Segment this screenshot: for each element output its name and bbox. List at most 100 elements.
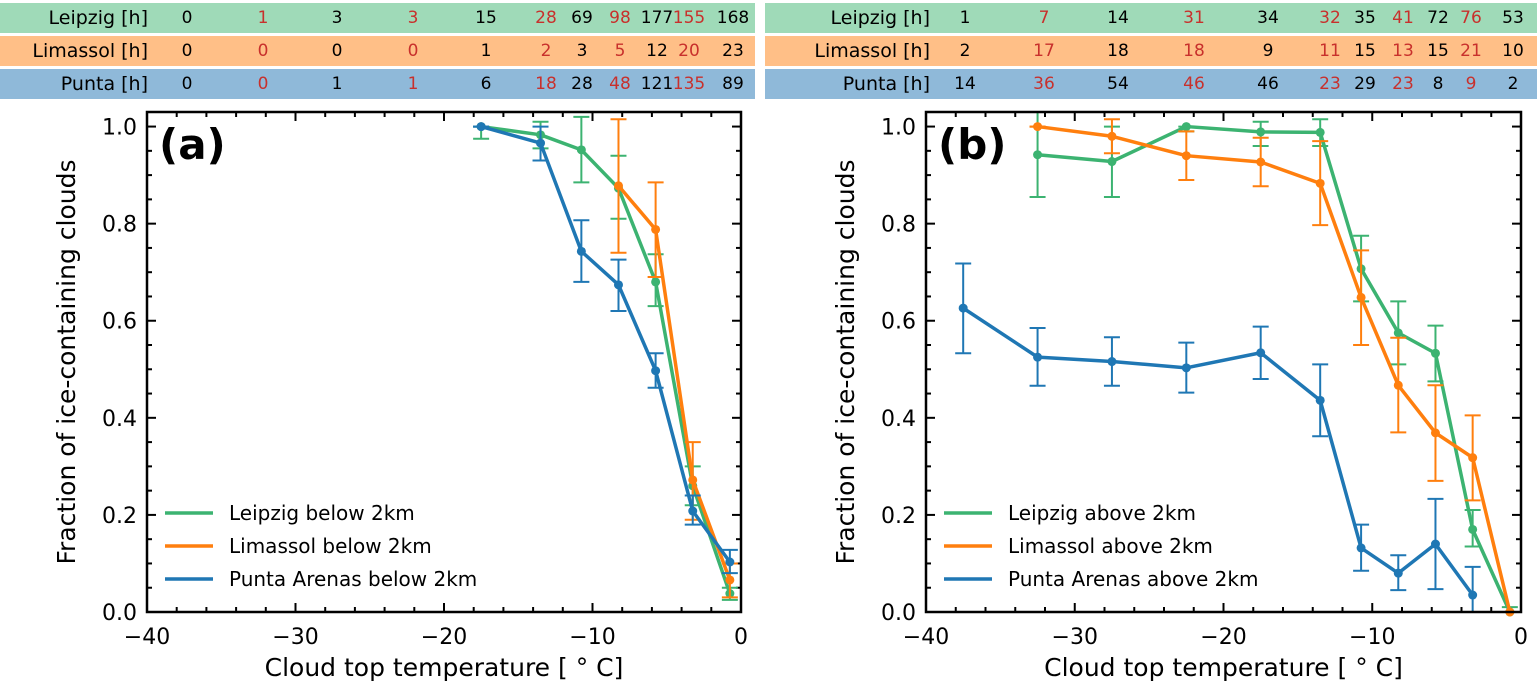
x-tick-label: 0 bbox=[1514, 625, 1528, 650]
hours-cell: 0 bbox=[181, 41, 193, 61]
hours-cell: 7 bbox=[1038, 8, 1050, 28]
data-point bbox=[1393, 380, 1403, 390]
data-point bbox=[651, 224, 661, 234]
data-point bbox=[476, 122, 486, 132]
y-tick-label: 0.6 bbox=[102, 310, 137, 335]
data-point bbox=[1107, 357, 1117, 367]
hours-cell: 76 bbox=[1460, 8, 1482, 28]
hours-cell: 5 bbox=[614, 41, 626, 61]
data-point bbox=[1430, 428, 1440, 438]
data-point bbox=[958, 303, 968, 313]
hours-cell: 54 bbox=[1107, 74, 1129, 94]
hours-cell: 11 bbox=[1319, 41, 1341, 61]
hours-cell: 23 bbox=[1319, 74, 1341, 94]
hours-cell: 36 bbox=[1033, 74, 1055, 94]
hours-cell: 0 bbox=[257, 41, 269, 61]
row-label: Leipzig [h] bbox=[48, 7, 149, 29]
hours-cell: 23 bbox=[1392, 74, 1414, 94]
data-point bbox=[1107, 157, 1117, 167]
data-point bbox=[1181, 363, 1191, 373]
hours-table-row: Leipzig [h] 1 7 14 31 34 32 35 41 72 76 53 bbox=[765, 3, 1537, 33]
data-point bbox=[1315, 127, 1325, 137]
y-axis-label: Fraction of ice-containing clouds bbox=[831, 159, 860, 564]
data-point bbox=[576, 246, 586, 256]
data-point bbox=[613, 280, 623, 290]
row-label: Leipzig [h] bbox=[830, 7, 931, 29]
hours-cell: 23 bbox=[722, 41, 744, 61]
hours-cell: 6 bbox=[480, 74, 492, 94]
hours-table-row: Punta [h] 0 0 1 1 6 18 28 48 121 135 89 bbox=[0, 69, 755, 99]
x-tick-label: −10 bbox=[1349, 625, 1395, 650]
y-tick-label: 1.0 bbox=[881, 116, 916, 141]
hours-cell: 21 bbox=[1460, 41, 1482, 61]
hours-cell: 15 bbox=[1354, 41, 1376, 61]
data-point bbox=[688, 506, 698, 516]
hours-cell: 15 bbox=[475, 8, 497, 28]
row-label: Punta [h] bbox=[842, 73, 930, 95]
data-point bbox=[1315, 178, 1325, 188]
data-point bbox=[536, 138, 546, 148]
hours-cell: 3 bbox=[576, 41, 588, 61]
x-tick-label: 0 bbox=[734, 625, 748, 650]
hours-cell: 46 bbox=[1257, 74, 1279, 94]
hours-cell: 18 bbox=[535, 74, 557, 94]
data-point bbox=[725, 557, 735, 567]
plot-frame bbox=[924, 110, 1523, 614]
hours-cell: 3 bbox=[331, 8, 343, 28]
data-point bbox=[1181, 122, 1191, 132]
hours-cell: 0 bbox=[407, 41, 419, 61]
y-tick-label: 0.4 bbox=[881, 407, 916, 432]
data-point bbox=[725, 575, 735, 585]
series-punta bbox=[955, 262, 1481, 613]
hours-cell: 72 bbox=[1427, 8, 1449, 28]
data-point bbox=[576, 145, 586, 155]
data-point bbox=[1181, 151, 1191, 161]
hours-cell: 46 bbox=[1183, 74, 1205, 94]
hours-cell: 1 bbox=[331, 74, 343, 94]
data-point bbox=[651, 366, 661, 376]
y-tick-label: 0.0 bbox=[881, 601, 916, 626]
hours-cell: 29 bbox=[1354, 74, 1376, 94]
hours-cell: 168 bbox=[716, 8, 750, 28]
hours-cell: 121 bbox=[640, 74, 674, 94]
hours-cell: 8 bbox=[1432, 74, 1444, 94]
series-leipzig bbox=[473, 115, 738, 601]
data-point bbox=[1033, 150, 1043, 160]
hours-cell: 1 bbox=[407, 74, 419, 94]
data-point bbox=[1430, 348, 1440, 358]
y-tick-label: 1.0 bbox=[102, 116, 137, 141]
data-point bbox=[1256, 348, 1266, 358]
hours-cell: 0 bbox=[257, 74, 269, 94]
hours-cell: 98 bbox=[609, 8, 631, 28]
hours-cell: 10 bbox=[1502, 41, 1524, 61]
data-point bbox=[1430, 539, 1440, 549]
hours-cell: 28 bbox=[535, 8, 557, 28]
hours-cell: 1 bbox=[959, 8, 971, 28]
series-line bbox=[617, 184, 732, 581]
hours-cell: 13 bbox=[1392, 41, 1414, 61]
legend-label: Leipzig above 2km bbox=[1008, 501, 1196, 525]
hours-cell: 34 bbox=[1257, 8, 1279, 28]
hours-cell: 1 bbox=[480, 41, 492, 61]
data-point bbox=[1315, 395, 1325, 405]
x-tick-label: −20 bbox=[1200, 625, 1246, 650]
y-tick-label: 0.4 bbox=[102, 407, 137, 432]
hours-cell: 17 bbox=[1033, 41, 1055, 61]
hours-cell: 53 bbox=[1502, 8, 1524, 28]
hours-cell: 2 bbox=[1507, 74, 1519, 94]
y-tick-label: 0.8 bbox=[881, 213, 916, 238]
hours-cell: 69 bbox=[571, 8, 593, 28]
data-point bbox=[613, 181, 623, 191]
panel-b: −40 −30 −20 −10 0 0.0 0.2 0.4 0.6 0.8 1.0 Cloud top… bbox=[831, 110, 1528, 682]
hours-cell: 0 bbox=[181, 74, 193, 94]
legend-label: Limassol below 2km bbox=[229, 534, 432, 558]
hours-cell: 41 bbox=[1392, 8, 1414, 28]
panel-label: (b) bbox=[938, 120, 1006, 169]
x-tick-label: −30 bbox=[1052, 625, 1098, 650]
hours-table-row: Limassol [h] 2 17 18 18 9 11 15 13 15 21 10 bbox=[765, 36, 1537, 66]
y-axis-label: Fraction of ice-containing clouds bbox=[52, 159, 81, 564]
panel-a: −40 −30 −20 −10 0 0.0 0.2 0.4 0.6 0.8 1.0 Cloud top… bbox=[52, 110, 748, 682]
legend-label: Leipzig below 2km bbox=[229, 501, 415, 525]
data-point bbox=[1256, 127, 1266, 137]
